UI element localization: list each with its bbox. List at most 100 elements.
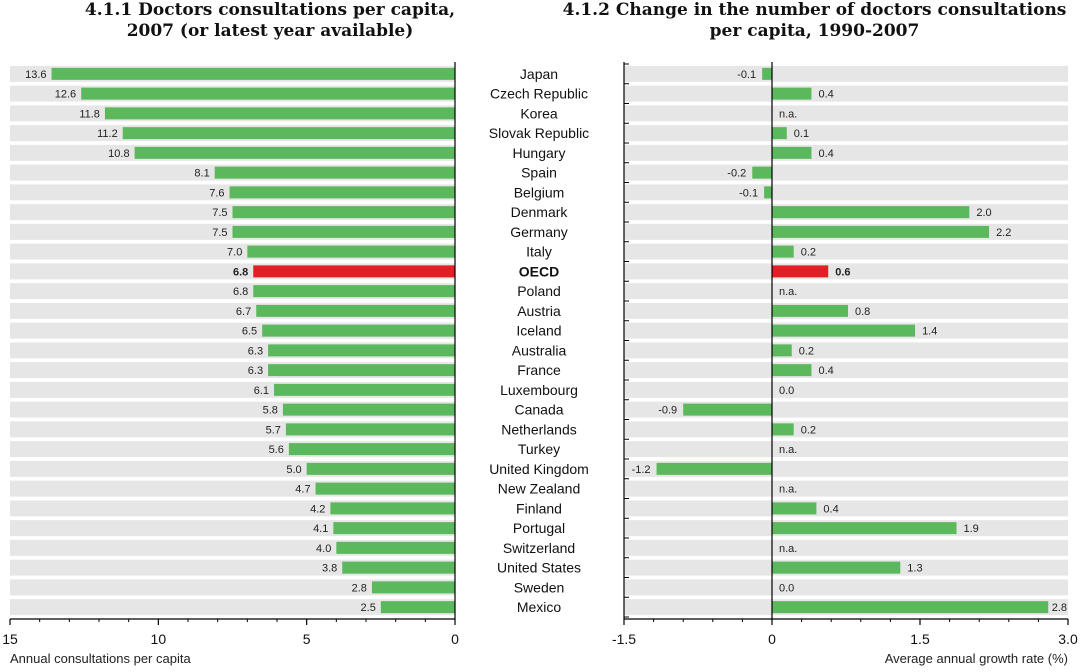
chart2-bar	[772, 206, 970, 219]
chart1-value-label: 13.6	[25, 69, 46, 81]
country-label: Finland	[516, 500, 562, 516]
chart1-bar	[256, 304, 455, 317]
chart1-bar	[268, 344, 455, 357]
chart1-bar	[342, 561, 455, 574]
chart1-value-label: 10.8	[108, 148, 129, 160]
chart2-x-axis-label: Average annual growth rate (%)	[884, 651, 1068, 666]
chart1-bar	[253, 285, 455, 298]
chart1-bar	[232, 206, 455, 219]
chart1-bar	[371, 581, 455, 594]
chart1-bar	[262, 324, 455, 337]
chart2-bar-oecd	[772, 265, 829, 278]
chart1-bar	[268, 364, 455, 377]
chart2-value-label: 0.8	[855, 306, 870, 318]
chart2-row-band	[624, 65, 1068, 82]
country-label: Denmark	[511, 204, 569, 220]
chart1-bar-oecd	[253, 265, 455, 278]
chart2-x-tick-label: -1.5	[612, 631, 636, 647]
chart2-bar	[772, 601, 1049, 614]
chart1-bar	[232, 225, 455, 238]
chart2-na-label: n.a.	[779, 286, 797, 298]
chart1-value-label: 4.2	[310, 503, 325, 515]
chart2-row-band	[624, 105, 1068, 122]
chart1-bar	[288, 443, 455, 456]
chart2-x-tick-label: 3.0	[1058, 631, 1078, 647]
chart1-value-label: 5.8	[263, 405, 278, 417]
chart2-value-label: 0.2	[801, 424, 816, 436]
country-label: Slovak Republic	[489, 125, 589, 141]
chart2-bar	[772, 324, 916, 337]
chart1-bar	[282, 403, 455, 416]
chart1-bar	[330, 502, 455, 515]
chart2-row-band	[624, 263, 1068, 280]
country-label: Germany	[510, 224, 568, 240]
country-label: New Zealand	[498, 481, 581, 497]
country-label: Sweden	[514, 579, 565, 595]
country-label: Czech Republic	[490, 86, 588, 102]
country-label: OECD	[519, 263, 559, 279]
chart2-value-label: 0.2	[801, 247, 816, 259]
chart2-bar	[683, 403, 772, 416]
country-label: Switzerland	[503, 540, 575, 556]
chart1-bar	[333, 522, 455, 535]
chart1-value-label: 5.7	[266, 424, 281, 436]
chart2-bar	[764, 186, 772, 199]
chart2-value-label: 0.4	[818, 148, 833, 160]
chart2-bar	[772, 87, 812, 100]
chart2-bar	[656, 462, 772, 475]
chart1-x-axis-label: Annual consultations per capita	[10, 651, 191, 666]
chart2-row-band	[624, 342, 1068, 359]
chart2-value-label: 0.4	[823, 503, 838, 515]
chart2-value-label: 2.2	[996, 227, 1011, 239]
chart1-value-label: 3.8	[322, 563, 337, 575]
chart1-bar	[104, 107, 455, 120]
country-label: Australia	[512, 342, 567, 358]
chart1-title: 4.1.1 Doctors consultations per capita, …	[84, 0, 456, 41]
chart2-row-band	[624, 421, 1068, 438]
country-label: Luxembourg	[500, 382, 578, 398]
chart2-bar	[772, 225, 990, 238]
chart1-x-tick-label: 0	[451, 631, 459, 647]
chart2-bar	[772, 344, 792, 357]
country-label: Turkey	[518, 441, 560, 457]
chart1-value-label: 5.0	[286, 464, 301, 476]
chart1-bar	[285, 423, 455, 436]
chart1-value-label: 6.8	[233, 286, 248, 298]
chart2-value-label: -0.9	[658, 405, 677, 417]
chart2-bar	[772, 522, 957, 535]
chart1-bar	[306, 462, 455, 475]
chart1-value-label: 6.3	[248, 365, 263, 377]
chart2-value-label: 2.8	[1052, 602, 1067, 614]
country-label: Canada	[514, 402, 563, 418]
country-label: Italy	[526, 244, 552, 260]
chart2-row-band	[624, 283, 1068, 300]
chart2-bar	[762, 67, 772, 80]
chart1-value-label: 7.6	[209, 187, 224, 199]
chart1-value-label: 11.8	[79, 108, 100, 120]
chart2-value-label: 2.0	[976, 207, 991, 219]
chart2-bar	[772, 245, 794, 258]
chart1-value-label: 12.6	[55, 89, 76, 101]
chart1-bar	[380, 601, 455, 614]
chart1-value-label: 6.3	[248, 345, 263, 357]
chart2-x-tick-label: 0	[768, 631, 776, 647]
chart2-row-band	[624, 480, 1068, 497]
chart1-bar	[315, 482, 455, 495]
chart2-value-label: 0.0	[779, 385, 794, 397]
chart2-value-label: -0.1	[739, 187, 758, 199]
chart1-value-label: 6.1	[254, 385, 269, 397]
chart2-x-tick-label: 1.5	[910, 631, 930, 647]
chart2-na-label: n.a.	[779, 543, 797, 555]
chart1-bar	[336, 541, 455, 554]
chart2-row-band	[624, 144, 1068, 161]
country-label: Iceland	[516, 323, 561, 339]
chart1-value-label: 8.1	[194, 168, 209, 180]
chart1-bar	[247, 245, 455, 258]
chart2-value-label: -0.1	[737, 69, 756, 81]
chart1-value-label: 6.7	[236, 306, 251, 318]
chart2-row-band	[624, 362, 1068, 379]
chart2-bar	[772, 561, 901, 574]
country-label: Hungary	[513, 145, 566, 161]
chart2-value-label: 0.6	[835, 266, 850, 278]
